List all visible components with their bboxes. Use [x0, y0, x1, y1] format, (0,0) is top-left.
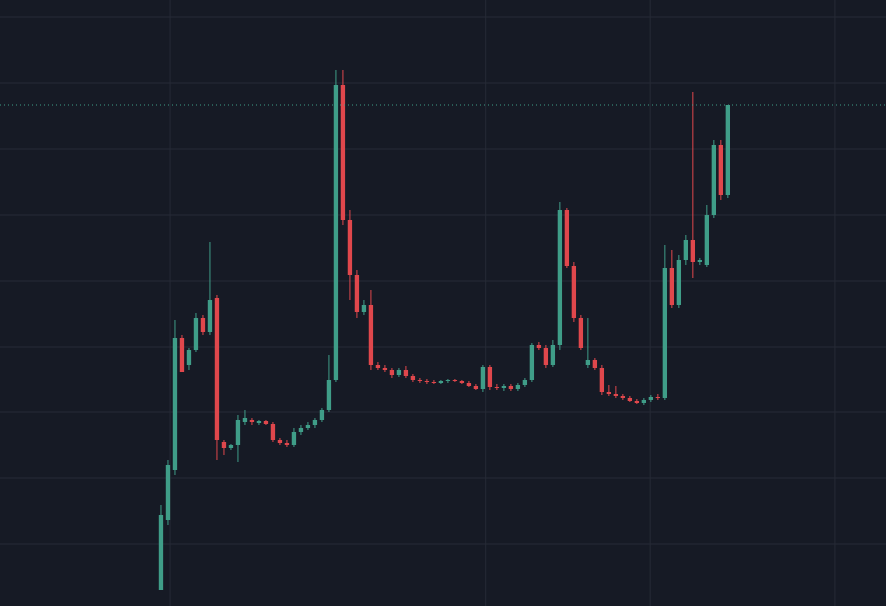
candle-body [599, 368, 605, 392]
candle-body [536, 345, 542, 348]
candle-body [375, 365, 381, 368]
candle-body [571, 266, 577, 318]
candle-body [347, 220, 353, 275]
candle-body [319, 410, 325, 420]
candle-body [235, 420, 241, 445]
candle-body [557, 210, 563, 345]
candle-body [676, 260, 682, 305]
candle-body [620, 396, 626, 398]
candle-body [466, 383, 472, 386]
candle-body [578, 318, 584, 348]
candle-body [501, 386, 507, 388]
candle-body [564, 210, 570, 266]
candle-body [228, 445, 234, 448]
candle-body [585, 360, 591, 365]
candle-body [529, 345, 535, 380]
candle-body [438, 381, 444, 383]
candle-body [480, 367, 486, 389]
candle-body [277, 440, 283, 443]
candle-body [452, 380, 458, 381]
candle-body [263, 421, 269, 424]
candle-body [193, 318, 199, 350]
candle-body [459, 381, 465, 383]
candle-body [270, 424, 276, 440]
candle-body [648, 397, 654, 400]
candle-body [214, 298, 220, 440]
candle-body [200, 318, 206, 332]
candle-body [312, 420, 318, 425]
candle-body [424, 381, 430, 382]
candle-body [627, 398, 633, 401]
candle-body [298, 428, 304, 432]
candle-body [284, 443, 290, 445]
candle-body [207, 300, 213, 332]
candle-body [326, 380, 332, 410]
candle-body [522, 380, 528, 385]
candle-body [683, 240, 689, 260]
candle-body [613, 394, 619, 396]
candle-body [368, 305, 374, 365]
candle-body [690, 240, 696, 262]
candle-body [592, 360, 598, 368]
candle-body [655, 397, 661, 398]
candle-body [431, 382, 437, 383]
candle-body [186, 350, 192, 365]
candle-body [704, 215, 710, 265]
candle-body [221, 442, 227, 448]
candle-body [305, 425, 311, 428]
candle-body [172, 338, 178, 470]
candle-body [641, 400, 647, 403]
candle-body [669, 268, 675, 305]
candle-body [389, 370, 395, 375]
candle-body [494, 387, 500, 388]
candle-body [242, 418, 248, 422]
candle-body [179, 338, 185, 372]
candle-body [361, 305, 367, 312]
candle-body [606, 392, 612, 394]
candle-body [487, 367, 493, 387]
candle-body [165, 465, 171, 520]
candle-body [718, 145, 724, 195]
candle-body [417, 380, 423, 381]
candle-body [543, 348, 549, 365]
candle-body [711, 145, 717, 215]
candle-body [473, 386, 479, 389]
candle-body [508, 386, 514, 389]
candle-body [354, 275, 360, 312]
candle-body [515, 385, 521, 389]
candle-body [256, 421, 262, 423]
candle-body [382, 368, 388, 370]
candle-body [634, 401, 640, 403]
candle-body [158, 515, 164, 590]
candle-body [697, 260, 703, 262]
candle-body [291, 432, 297, 445]
candle-body [725, 105, 731, 195]
candle-body [410, 376, 416, 380]
candle-body [396, 370, 402, 375]
candle-body [340, 85, 346, 220]
candle-body [662, 268, 668, 398]
candle-body [333, 85, 339, 380]
candle-body [249, 420, 255, 422]
candle-body [550, 345, 556, 365]
candle-body [445, 380, 451, 381]
candle-body [403, 370, 409, 376]
